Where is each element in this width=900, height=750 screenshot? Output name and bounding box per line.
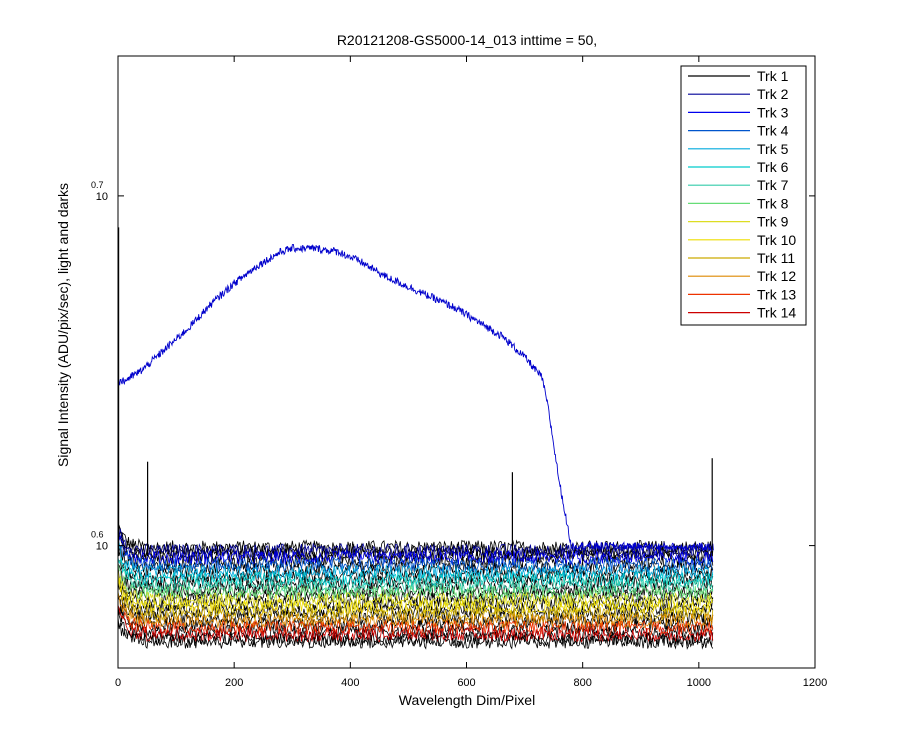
series-line-trk-10 (117, 578, 713, 616)
dark-trace-underlay (117, 548, 713, 585)
legend-label: Trk 2 (757, 86, 789, 102)
dark-trace-underlay (117, 525, 713, 560)
legend-label: Trk 5 (757, 141, 789, 157)
legend-label: Trk 9 (757, 214, 789, 230)
legend-label: Trk 7 (757, 177, 789, 193)
legend-label: Trk 3 (757, 104, 789, 120)
x-tick-label: 400 (341, 677, 359, 689)
plot-traces (117, 227, 714, 650)
series-line-trk-14 (117, 604, 714, 644)
series-line-trk-5 (117, 542, 714, 581)
x-tick-label: 800 (573, 677, 591, 689)
legend-label: Trk 8 (757, 195, 789, 211)
legend: Trk 1 Trk 2 Trk 3 Trk 4 Trk 5 Trk 6 Trk 7 Trk 8… (680, 65, 807, 326)
legend-label: Trk 12 (757, 268, 796, 284)
y-axis-label: Signal Intensity (ADU/pix/sec), light an… (55, 183, 71, 467)
y-tick-label-base: 10 (96, 541, 108, 553)
x-axis-ticks: 0 200 400 600 800 1000 1200 (115, 56, 827, 689)
dark-trace-floor (117, 617, 714, 650)
x-axis-label: Wavelength Dim/Pixel (399, 692, 535, 708)
x-tick-label: 600 (457, 677, 475, 689)
legend-label: Trk 14 (757, 305, 796, 321)
series-line-trk-8 (117, 562, 714, 602)
series-line-trk-6 (117, 557, 714, 588)
series-line-trk-11 (117, 591, 714, 623)
y-tick-label-exponent: 0.6 (91, 530, 104, 540)
x-tick-label: 1000 (687, 677, 711, 689)
legend-box (680, 65, 807, 326)
series-line-trk-7 (117, 560, 714, 595)
legend-label: Trk 11 (757, 250, 795, 266)
x-tick-label: 0 (115, 677, 121, 689)
y-tick-label-exponent: 0.7 (91, 180, 104, 190)
series-line-trk-9 (117, 567, 714, 609)
legend-label: Trk 4 (757, 123, 789, 139)
y-tick-label-base: 10 (96, 191, 108, 203)
legend-label: Trk 1 (757, 68, 789, 84)
chart-title: R20121208-GS5000-14_013 inttime = 50, (337, 32, 597, 48)
legend-label: Trk 10 (757, 232, 796, 248)
series-line-trk-4 (117, 535, 714, 574)
x-tick-label: 200 (225, 677, 243, 689)
x-tick-label: 1200 (803, 677, 827, 689)
legend-label: Trk 6 (757, 159, 789, 175)
light-trace-trk-2 (117, 244, 714, 552)
legend-label: Trk 13 (757, 286, 796, 302)
